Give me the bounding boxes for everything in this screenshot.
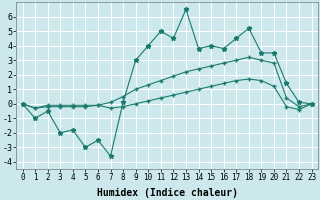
X-axis label: Humidex (Indice chaleur): Humidex (Indice chaleur)	[97, 188, 237, 198]
